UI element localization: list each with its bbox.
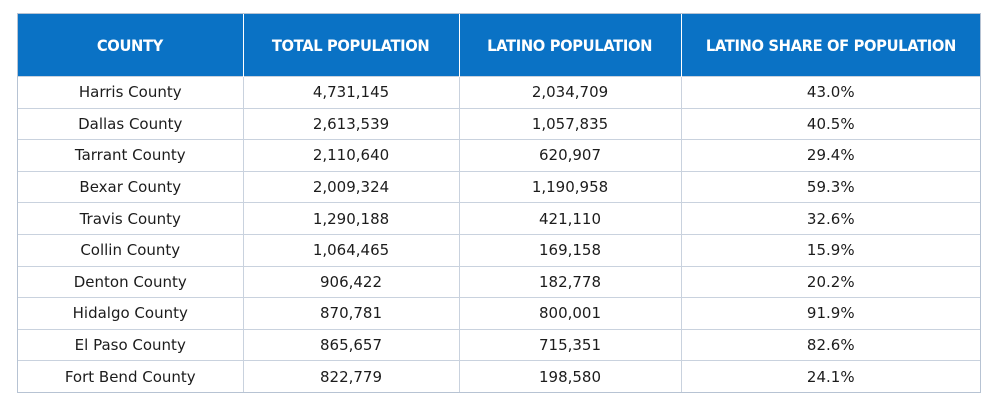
table-row: Tarrant County 2,110,640 620,907 29.4% [18, 139, 980, 172]
latino-share-cell: 59.3% [681, 170, 980, 203]
header-row: COUNTY TOTAL POPULATION LATINO POPULATIO… [18, 14, 980, 77]
latino-share-cell: 91.9% [681, 297, 980, 330]
latino-share-cell: 29.4% [681, 139, 980, 172]
latino-population-cell: 800,001 [459, 297, 682, 330]
latino-share-cell: 82.6% [681, 328, 980, 361]
total-population-cell: 906,422 [243, 265, 460, 298]
total-population-cell: 1,290,188 [243, 202, 460, 235]
county-cell: Fort Bend County [18, 360, 244, 392]
county-cell: Travis County [18, 202, 244, 235]
table-row: Hidalgo County 870,781 800,001 91.9% [18, 297, 980, 330]
latino-population-cell: 198,580 [459, 360, 682, 392]
latino-population-cell: 1,190,958 [459, 170, 682, 203]
total-population-cell: 822,779 [243, 360, 460, 392]
table-header: COUNTY TOTAL POPULATION LATINO POPULATIO… [18, 14, 980, 77]
latino-share-cell: 40.5% [681, 107, 980, 140]
latino-share-cell: 43.0% [681, 76, 980, 109]
header-county: COUNTY [18, 14, 244, 77]
total-population-cell: 1,064,465 [243, 233, 460, 267]
county-cell: Bexar County [18, 170, 244, 203]
table-row: Harris County 4,731,145 2,034,709 43.0% [18, 76, 980, 109]
header-latino-population: LATINO POPULATION [459, 14, 682, 77]
latino-share-cell: 20.2% [681, 265, 980, 298]
header-latino-population-label: LATINO POPULATION [487, 35, 653, 55]
total-population-cell: 865,657 [243, 328, 460, 361]
table-row: Bexar County 2,009,324 1,190,958 59.3% [18, 170, 980, 203]
table-row: Denton County 906,422 182,778 20.2% [18, 265, 980, 298]
latino-population-cell: 169,158 [459, 233, 682, 267]
total-population-cell: 2,613,539 [243, 107, 460, 140]
county-cell: Collin County [18, 233, 244, 267]
county-cell: Tarrant County [18, 139, 244, 172]
table-row: Fort Bend County 822,779 198,580 24.1% [18, 360, 980, 392]
county-cell: El Paso County [18, 328, 244, 361]
header-county-label: COUNTY [97, 35, 164, 55]
latino-population-cell: 715,351 [459, 328, 682, 361]
county-cell: Denton County [18, 265, 244, 298]
total-population-cell: 4,731,145 [243, 76, 460, 109]
header-total-population: TOTAL POPULATION [243, 14, 460, 77]
total-population-cell: 2,110,640 [243, 139, 460, 172]
county-cell: Hidalgo County [18, 297, 244, 330]
latino-population-cell: 1,057,835 [459, 107, 682, 140]
header-total-population-label: TOTAL POPULATION [272, 35, 430, 55]
latino-share-cell: 24.1% [681, 360, 980, 392]
county-population-table-container: COUNTY TOTAL POPULATION LATINO POPULATIO… [17, 13, 981, 393]
latino-population-cell: 182,778 [459, 265, 682, 298]
latino-share-cell: 15.9% [681, 233, 980, 267]
total-population-cell: 870,781 [243, 297, 460, 330]
header-latino-share: LATINO SHARE OF POPULATION [681, 14, 980, 77]
county-cell: Harris County [18, 76, 244, 109]
table-row: El Paso County 865,657 715,351 82.6% [18, 328, 980, 361]
header-latino-share-label: LATINO SHARE OF POPULATION [705, 35, 956, 55]
latino-population-cell: 2,034,709 [459, 76, 682, 109]
latino-population-cell: 421,110 [459, 202, 682, 235]
county-cell: Dallas County [18, 107, 244, 140]
table-row: Travis County 1,290,188 421,110 32.6% [18, 202, 980, 235]
total-population-cell: 2,009,324 [243, 170, 460, 203]
county-population-table: COUNTY TOTAL POPULATION LATINO POPULATIO… [18, 14, 980, 392]
latino-population-cell: 620,907 [459, 139, 682, 172]
table-row: Collin County 1,064,465 169,158 15.9% [18, 233, 980, 267]
table-body: Harris County 4,731,145 2,034,709 43.0% Dall… [18, 76, 980, 392]
table-row: Dallas County 2,613,539 1,057,835 40.5% [18, 107, 980, 140]
latino-share-cell: 32.6% [681, 202, 980, 235]
